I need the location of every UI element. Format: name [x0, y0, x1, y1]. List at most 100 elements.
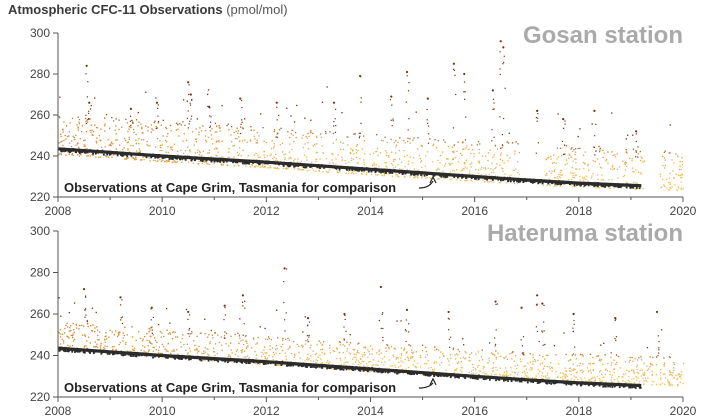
observation-point: [81, 125, 84, 127]
observation-point: [166, 135, 168, 137]
cape-grim-point: [316, 366, 319, 368]
observation-point: [478, 364, 480, 367]
x-tick-label: 2018: [565, 204, 592, 218]
observation-point: [105, 155, 107, 157]
observation-point: [599, 358, 601, 360]
observation-point: [497, 352, 499, 354]
observation-point: [157, 157, 159, 160]
observation-point: [588, 379, 590, 381]
observation-point: [451, 375, 454, 378]
observation-point: [175, 158, 177, 161]
observation-point: [579, 128, 581, 130]
observation-point: [588, 362, 590, 365]
observation-point: [104, 341, 106, 343]
observation-point: [421, 145, 423, 147]
observation-point: [419, 354, 421, 357]
cape-grim-point: [348, 169, 351, 171]
cape-grim-point: [446, 375, 448, 378]
observation-point: [244, 139, 246, 141]
cape-grim-point: [433, 374, 436, 376]
observation-point: [372, 152, 375, 154]
observation-point: [245, 340, 248, 343]
observation-point: [94, 341, 96, 343]
cape-grim-point: [286, 364, 288, 367]
observation-point: [176, 336, 179, 338]
observation-point: [630, 382, 632, 384]
observation-point: [592, 369, 594, 372]
cape-grim-point: [579, 384, 582, 387]
observation-point: [496, 148, 499, 150]
observation-point: [375, 364, 377, 366]
observation-point: [599, 151, 601, 153]
cape-grim-point: [474, 178, 477, 180]
observation-point: [244, 118, 246, 120]
observation-point: [86, 340, 88, 342]
observation-point: [376, 364, 378, 366]
observation-point: [394, 158, 396, 160]
observation-point: [581, 371, 583, 374]
observation-point: [160, 124, 162, 126]
observation-point: [508, 132, 510, 134]
observation-point: [214, 122, 217, 124]
observation-point: [478, 160, 480, 162]
observation-point: [323, 341, 325, 343]
observation-point: [495, 303, 497, 305]
cape-grim-point: [396, 372, 398, 375]
observation-point: [87, 119, 89, 121]
observation-point: [184, 150, 187, 152]
observation-point: [240, 123, 242, 125]
observation-point: [434, 346, 436, 348]
observation-point: [115, 330, 117, 332]
observation-point: [624, 381, 626, 383]
observation-point: [185, 308, 188, 311]
observation-point: [463, 91, 465, 93]
observation-point: [378, 360, 380, 362]
observation-point: [302, 134, 304, 137]
observation-point: [640, 375, 643, 377]
cape-grim-point: [157, 156, 159, 159]
observation-point: [255, 165, 257, 167]
observation-point: [669, 183, 672, 185]
observation-point: [383, 173, 385, 175]
observation-point: [591, 377, 593, 379]
observation-point: [642, 187, 644, 190]
observation-point: [77, 127, 79, 129]
cape-grim-point: [629, 386, 632, 389]
observation-point: [389, 99, 391, 101]
observation-point: [505, 374, 508, 377]
cape-grim-point: [184, 159, 187, 161]
cape-grim-point: [79, 152, 81, 154]
observation-point: [162, 119, 164, 121]
observation-point: [94, 124, 96, 126]
cape-grim-point: [454, 376, 457, 379]
observation-point: [548, 366, 550, 368]
observation-point: [449, 171, 451, 173]
observation-point: [625, 373, 627, 375]
observation-point: [107, 139, 109, 141]
observation-point: [271, 347, 274, 349]
observation-point: [610, 379, 612, 381]
observation-point: [556, 158, 558, 160]
observation-point: [564, 367, 566, 369]
observation-point: [68, 142, 71, 144]
observation-point: [369, 345, 372, 347]
observation-point: [517, 143, 519, 145]
cape-grim-point: [138, 354, 140, 357]
observation-point: [592, 173, 594, 175]
observation-point: [70, 334, 72, 336]
cape-grim-point: [170, 157, 173, 160]
observation-point: [390, 365, 392, 367]
observation-point: [236, 127, 238, 129]
observation-point: [269, 154, 271, 157]
observation-point: [109, 144, 111, 146]
observation-point: [400, 354, 402, 356]
observation-point: [95, 140, 97, 142]
observation-point: [483, 366, 485, 368]
observation-point: [404, 142, 406, 144]
observation-point: [222, 164, 224, 166]
observation-point: [228, 345, 230, 347]
observation-point: [582, 355, 584, 357]
observation-point: [507, 176, 509, 178]
observation-point: [95, 311, 97, 314]
observation-point: [90, 330, 93, 332]
